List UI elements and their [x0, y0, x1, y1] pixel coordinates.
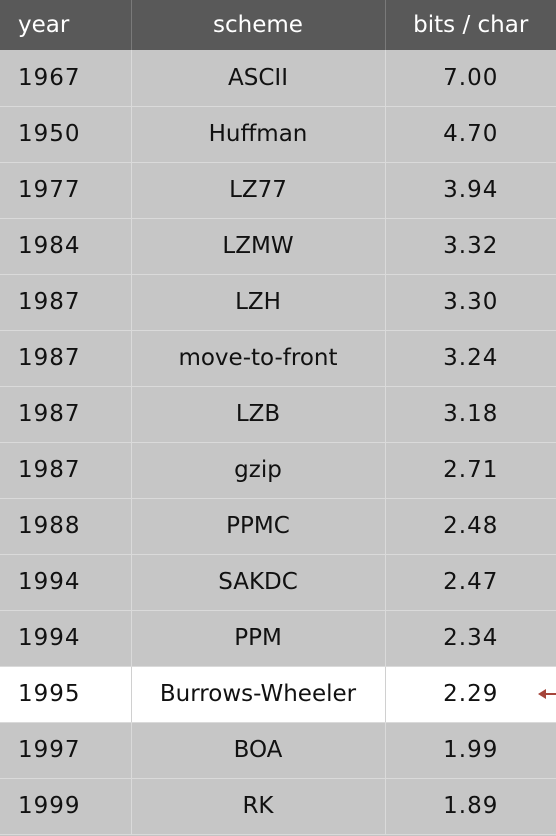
scheme-cell: LZH — [131, 274, 386, 331]
table-row: 1967 ASCII 7.00 — [0, 50, 556, 107]
scheme-cell: RK — [131, 778, 386, 835]
scheme-cell: LZMW — [131, 218, 386, 275]
year-cell: 1987 — [0, 442, 132, 499]
year-cell: 1977 — [0, 162, 132, 219]
table-row: 1997 BOA 1.99 — [0, 722, 556, 779]
table-row: 1987 LZB 3.18 — [0, 386, 556, 443]
header-year: year — [0, 0, 132, 50]
table-row: 1987 gzip 2.71 — [0, 442, 556, 499]
year-cell: 1988 — [0, 498, 132, 555]
year-cell: 1994 — [0, 610, 132, 667]
bits-per-char-cell: 1.89 — [385, 778, 556, 835]
year-cell: 1995 — [0, 666, 132, 723]
year-cell: 1950 — [0, 106, 132, 163]
year-cell: 1987 — [0, 386, 132, 443]
scheme-cell: Huffman — [131, 106, 386, 163]
bits-per-char-cell: 2.71 — [385, 442, 556, 499]
year-cell: 1984 — [0, 218, 132, 275]
scheme-cell: BOA — [131, 722, 386, 779]
table-row: 1950 Huffman 4.70 — [0, 106, 556, 163]
table-header: year scheme bits / char — [0, 0, 556, 50]
year-cell: 1994 — [0, 554, 132, 611]
scheme-cell: LZ77 — [131, 162, 386, 219]
table-row: 1987 move-to-front 3.24 — [0, 330, 556, 387]
bits-per-char-cell: 2.48 — [385, 498, 556, 555]
bits-per-char-cell: 3.94 — [385, 162, 556, 219]
scheme-cell: Burrows-Wheeler — [131, 666, 386, 723]
bits-per-char-cell: 2.29 — [385, 666, 556, 723]
bits-per-char-cell: 3.30 — [385, 274, 556, 331]
bits-per-char-cell: 7.00 — [385, 50, 556, 107]
bits-per-char-cell: 3.24 — [385, 330, 556, 387]
table-row: 1977 LZ77 3.94 — [0, 162, 556, 219]
table-row: 1994 SAKDC 2.47 — [0, 554, 556, 611]
table-body: 1967 ASCII 7.00 1950 Huffman 4.70 1977 LZ77 3.94… — [0, 50, 556, 835]
table-row: 1999 RK 1.89 — [0, 778, 556, 835]
table-row: 1984 LZMW 3.32 — [0, 218, 556, 275]
table-row: 1988 PPMC 2.48 — [0, 498, 556, 555]
bits-per-char-cell: 2.47 — [385, 554, 556, 611]
year-cell: 1999 — [0, 778, 132, 835]
header-bits-per-char: bits / char — [413, 12, 529, 38]
year-cell: 1997 — [0, 722, 132, 779]
scheme-cell: PPM — [131, 610, 386, 667]
header-row: year scheme bits / char — [0, 0, 556, 50]
year-cell: 1987 — [0, 330, 132, 387]
bits-per-char-cell: 4.70 — [385, 106, 556, 163]
scheme-cell: LZB — [131, 386, 386, 443]
bits-per-char-cell: 3.32 — [385, 218, 556, 275]
scheme-cell: ASCII — [131, 50, 386, 107]
scheme-cell: SAKDC — [131, 554, 386, 611]
table-row: 1994 PPM 2.34 — [0, 610, 556, 667]
table-row: 1987 LZH 3.30 — [0, 274, 556, 331]
bits-per-char-cell: 2.34 — [385, 610, 556, 667]
table-row-highlighted: 1995 Burrows-Wheeler 2.29 — [0, 666, 556, 723]
bits-per-char-cell: 1.99 — [385, 722, 556, 779]
year-cell: 1967 — [0, 50, 132, 107]
scheme-cell: gzip — [131, 442, 386, 499]
scheme-cell: move-to-front — [131, 330, 386, 387]
scheme-cell: PPMC — [131, 498, 386, 555]
year-cell: 1987 — [0, 274, 132, 331]
bits-per-char-cell: 3.18 — [385, 386, 556, 443]
header-scheme: scheme — [131, 0, 386, 50]
